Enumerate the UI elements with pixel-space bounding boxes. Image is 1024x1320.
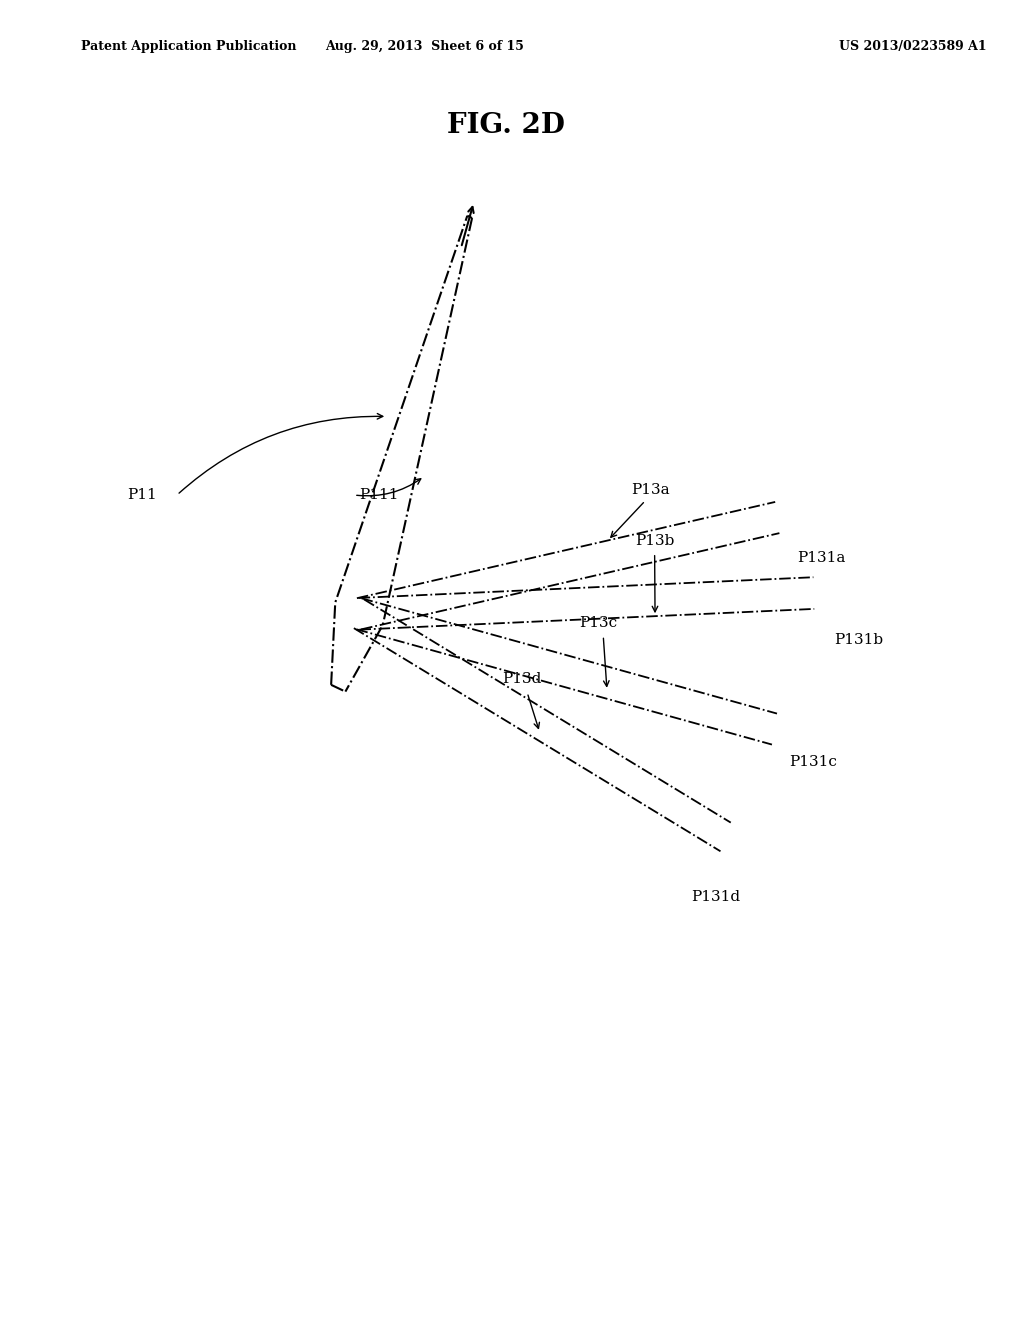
- Text: P131a: P131a: [798, 550, 846, 565]
- Text: P13b: P13b: [635, 533, 675, 548]
- Text: P111: P111: [359, 488, 398, 502]
- Text: Aug. 29, 2013  Sheet 6 of 15: Aug. 29, 2013 Sheet 6 of 15: [326, 40, 524, 53]
- Text: P131b: P131b: [834, 632, 883, 647]
- Text: P131d: P131d: [691, 890, 740, 904]
- Text: P13c: P13c: [580, 616, 617, 630]
- Text: FIG. 2D: FIG. 2D: [446, 112, 564, 139]
- Text: Patent Application Publication: Patent Application Publication: [81, 40, 296, 53]
- Text: P131c: P131c: [790, 755, 838, 770]
- Text: P13a: P13a: [631, 483, 670, 496]
- Text: P13d: P13d: [503, 672, 542, 686]
- Text: US 2013/0223589 A1: US 2013/0223589 A1: [840, 40, 987, 53]
- Text: P11: P11: [127, 488, 157, 502]
